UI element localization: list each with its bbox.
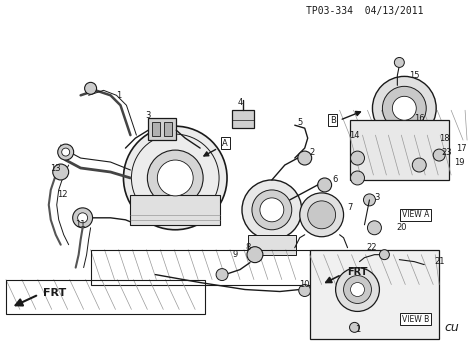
Circle shape bbox=[308, 201, 336, 229]
Text: 12: 12 bbox=[57, 190, 68, 199]
Text: cu: cu bbox=[444, 321, 459, 334]
Text: A: A bbox=[222, 139, 228, 147]
Circle shape bbox=[300, 193, 344, 237]
Text: 23: 23 bbox=[442, 147, 453, 156]
Text: 15: 15 bbox=[409, 71, 419, 80]
Circle shape bbox=[260, 198, 284, 222]
Bar bbox=[152, 122, 160, 136]
Bar bbox=[6, 280, 205, 315]
Text: 17: 17 bbox=[456, 144, 466, 153]
Circle shape bbox=[242, 180, 302, 240]
Text: 11: 11 bbox=[75, 220, 86, 229]
Circle shape bbox=[157, 160, 193, 196]
Circle shape bbox=[394, 58, 404, 68]
Bar bbox=[248, 235, 296, 255]
Circle shape bbox=[299, 285, 310, 296]
Text: VIEW B: VIEW B bbox=[402, 315, 429, 324]
Circle shape bbox=[252, 190, 292, 230]
Text: 3: 3 bbox=[375, 193, 380, 202]
Bar bbox=[148, 118, 176, 140]
Circle shape bbox=[123, 126, 227, 230]
Circle shape bbox=[58, 144, 73, 160]
Text: 16: 16 bbox=[414, 114, 425, 123]
Text: VIEW A: VIEW A bbox=[402, 210, 429, 219]
Text: 6: 6 bbox=[332, 176, 337, 185]
Bar bbox=[310, 250, 439, 339]
Text: 7: 7 bbox=[347, 203, 352, 212]
Text: 1: 1 bbox=[355, 325, 360, 334]
Text: 5: 5 bbox=[297, 118, 302, 127]
Text: FRT: FRT bbox=[347, 267, 368, 276]
Text: 8: 8 bbox=[245, 243, 251, 252]
Text: TP03-334  04/13/2011: TP03-334 04/13/2011 bbox=[306, 6, 423, 16]
Circle shape bbox=[412, 158, 426, 172]
Bar bbox=[349, 120, 449, 180]
Circle shape bbox=[373, 76, 436, 140]
Circle shape bbox=[85, 82, 97, 94]
Text: 1: 1 bbox=[116, 91, 121, 100]
Text: 4: 4 bbox=[237, 98, 243, 107]
Text: 21: 21 bbox=[434, 257, 445, 266]
Bar bbox=[91, 250, 310, 285]
Circle shape bbox=[351, 171, 365, 185]
Circle shape bbox=[351, 283, 365, 296]
Text: 2: 2 bbox=[309, 147, 314, 156]
Circle shape bbox=[53, 164, 69, 180]
Circle shape bbox=[73, 208, 92, 228]
Bar bbox=[232, 110, 254, 128]
Circle shape bbox=[364, 194, 375, 206]
Text: 9: 9 bbox=[232, 250, 237, 259]
Text: 19: 19 bbox=[454, 157, 465, 167]
Circle shape bbox=[367, 221, 382, 235]
Text: 3: 3 bbox=[146, 111, 151, 120]
Circle shape bbox=[318, 178, 332, 192]
Circle shape bbox=[379, 250, 389, 260]
Text: 18: 18 bbox=[439, 134, 449, 143]
Circle shape bbox=[433, 149, 445, 161]
Circle shape bbox=[336, 268, 379, 311]
Text: FRT: FRT bbox=[43, 287, 66, 297]
Text: 14: 14 bbox=[349, 131, 360, 140]
Circle shape bbox=[392, 96, 416, 120]
Bar bbox=[164, 122, 172, 136]
Text: B: B bbox=[330, 116, 336, 125]
Circle shape bbox=[78, 213, 88, 223]
Text: 20: 20 bbox=[396, 223, 407, 232]
Bar bbox=[130, 195, 220, 225]
Circle shape bbox=[247, 247, 263, 263]
Circle shape bbox=[351, 151, 365, 165]
Text: 22: 22 bbox=[366, 243, 377, 252]
Circle shape bbox=[349, 322, 359, 332]
Circle shape bbox=[344, 275, 372, 304]
Text: 13: 13 bbox=[50, 164, 61, 173]
Circle shape bbox=[298, 151, 312, 165]
Circle shape bbox=[147, 150, 203, 206]
Circle shape bbox=[383, 86, 426, 130]
Text: 10: 10 bbox=[300, 280, 310, 289]
Circle shape bbox=[216, 269, 228, 281]
Circle shape bbox=[62, 148, 70, 156]
